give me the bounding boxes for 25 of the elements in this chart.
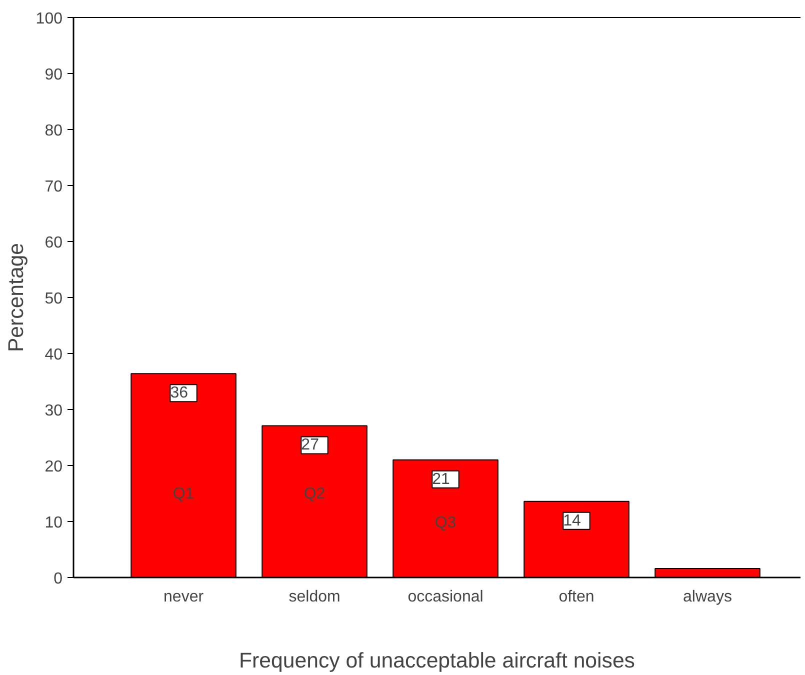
x-tick-label: often: [558, 588, 594, 606]
x-tick-label: always: [683, 588, 732, 606]
x-tick-label: seldom: [288, 588, 340, 606]
y-tick-label: 10: [44, 514, 63, 532]
x-tick-label: occasional: [408, 588, 484, 606]
y-tick-label: 30: [44, 402, 63, 420]
y-tick-label: 0: [54, 570, 63, 588]
data-label: 14: [563, 512, 582, 530]
y-tick-label: 20: [44, 458, 63, 476]
annotation: Q2: [304, 486, 326, 503]
y-tick-label: 70: [44, 178, 63, 196]
data-label: 27: [301, 436, 320, 454]
x-axis-title: Frequency of unacceptable aircraft noises: [239, 648, 635, 672]
y-axis-title: Percentage: [4, 242, 28, 352]
annotation: Q3: [434, 514, 456, 532]
y-tick-label: 40: [44, 346, 63, 364]
data-label: 21: [432, 470, 450, 488]
x-tick-label: never: [164, 588, 204, 606]
y-tick-label: 50: [44, 290, 63, 308]
y-tick-label: 80: [44, 122, 63, 140]
y-tick-label: 100: [36, 10, 63, 28]
annotation: Q1: [172, 486, 194, 503]
y-tick-label: 90: [44, 66, 63, 84]
data-label: 36: [170, 384, 188, 402]
y-tick-label: 60: [44, 234, 63, 252]
